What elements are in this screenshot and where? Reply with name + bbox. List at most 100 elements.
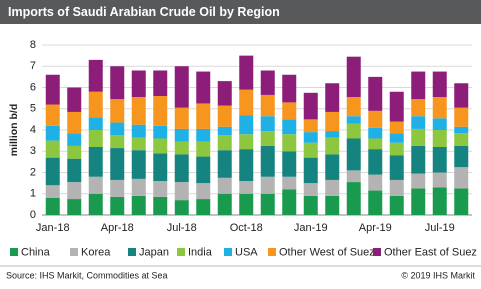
- bar-segment: [454, 145, 469, 168]
- bar-segment: [88, 91, 103, 118]
- bar-segment: [282, 151, 297, 177]
- bar-segment: [368, 174, 383, 191]
- legend-label: USA: [235, 246, 258, 258]
- bar-segment: [88, 176, 103, 194]
- bar-segment: [368, 127, 383, 139]
- bar-segment: [282, 134, 297, 152]
- bar-segment: [239, 149, 254, 181]
- legend-swatch: [268, 248, 276, 256]
- bar-segment: [346, 182, 361, 215]
- legend-label: India: [188, 246, 213, 258]
- y-tick-label: 4: [30, 124, 36, 136]
- source: Source: IHS Markit, Commodities at Sea: [6, 270, 168, 280]
- bar-segment: [346, 123, 361, 139]
- bar-segment: [239, 89, 254, 116]
- legend-label: Korea: [81, 246, 111, 258]
- y-tick-label: 3: [30, 145, 36, 157]
- bar-segment: [454, 107, 469, 127]
- bar-segment: [131, 70, 146, 98]
- bar-segment: [196, 183, 211, 200]
- bar-segment: [325, 137, 340, 155]
- bar-segment: [432, 172, 447, 188]
- x-tick-label: Oct-18: [230, 222, 263, 234]
- bar-segment: [303, 142, 318, 158]
- bar-segment: [67, 87, 82, 112]
- bar-segment: [454, 133, 469, 146]
- bar-segment: [153, 125, 168, 139]
- bar-segment: [45, 104, 60, 126]
- y-tick-label: 8: [30, 39, 36, 51]
- bar-segment: [131, 124, 146, 138]
- bar-segment: [282, 74, 297, 103]
- bar-segment: [432, 71, 447, 98]
- bar-segment: [88, 117, 103, 130]
- bar-segment: [368, 149, 383, 175]
- title-bar: [0, 0, 481, 24]
- bar-segment: [239, 181, 254, 194]
- x-tick-label: Apr-19: [359, 222, 392, 234]
- bar-segment: [153, 196, 168, 215]
- bar-segment: [454, 167, 469, 189]
- bar-segment: [67, 133, 82, 146]
- bar-segment: [217, 193, 232, 215]
- bar-segment: [260, 116, 275, 132]
- bar-segment: [325, 83, 340, 112]
- y-axis-label: million b/d: [8, 104, 20, 157]
- bar-segment: [239, 193, 254, 215]
- bar-segment: [67, 182, 82, 200]
- bar-segment: [432, 147, 447, 173]
- bar-segment: [217, 150, 232, 178]
- bar-segment: [196, 128, 211, 142]
- bar-segment: [346, 97, 361, 117]
- bar-segment: [303, 132, 318, 143]
- x-tick-label: Jul-18: [167, 222, 197, 234]
- bar-segment: [217, 135, 232, 151]
- bar-segment: [110, 148, 125, 180]
- bar-segment: [389, 91, 404, 122]
- bar-segment: [153, 70, 168, 96]
- bar-segment: [303, 119, 318, 133]
- bar-segment: [131, 178, 146, 196]
- bar-segment: [174, 128, 189, 142]
- bar-segment: [282, 119, 297, 135]
- copyright: © 2019 IHS Markit: [401, 270, 475, 280]
- bar-segment: [110, 135, 125, 149]
- bar-segment: [67, 199, 82, 215]
- bar-segment: [88, 147, 103, 177]
- bar-segment: [303, 92, 318, 120]
- bar-segment: [346, 56, 361, 98]
- x-tick-label: Jul-19: [425, 222, 455, 234]
- bar-segment: [217, 105, 232, 127]
- bar-segment: [260, 70, 275, 95]
- bar-segment: [346, 138, 361, 171]
- bar-segment: [325, 154, 340, 180]
- bar-segment: [411, 188, 426, 215]
- legend-swatch: [10, 248, 18, 256]
- bar-segment: [153, 138, 168, 154]
- bar-segment: [282, 102, 297, 120]
- bar-segment: [239, 115, 254, 135]
- bar-segment: [389, 142, 404, 156]
- bar-segment: [303, 183, 318, 196]
- bar-segment: [131, 137, 146, 151]
- bar-segment: [411, 99, 426, 117]
- bar-segment: [325, 111, 340, 132]
- x-tick-label: Apr-18: [101, 222, 134, 234]
- bar-segment: [217, 177, 232, 194]
- bar-segment: [174, 200, 189, 215]
- bar-segment: [110, 66, 125, 100]
- y-tick-label: 5: [30, 103, 36, 115]
- bar-segment: [411, 145, 426, 174]
- bar-segment: [389, 133, 404, 143]
- bar-segment: [432, 97, 447, 119]
- chart-title: Imports of Saudi Arabian Crude Oil by Re…: [8, 5, 280, 19]
- y-tick-label: 2: [30, 166, 36, 178]
- bar-segment: [196, 156, 211, 184]
- bar-segment: [239, 134, 254, 150]
- bar-segment: [174, 141, 189, 155]
- bar-segment: [260, 193, 275, 215]
- bar-segment: [88, 193, 103, 215]
- bar-segment: [325, 179, 340, 196]
- bar-segment: [131, 97, 146, 125]
